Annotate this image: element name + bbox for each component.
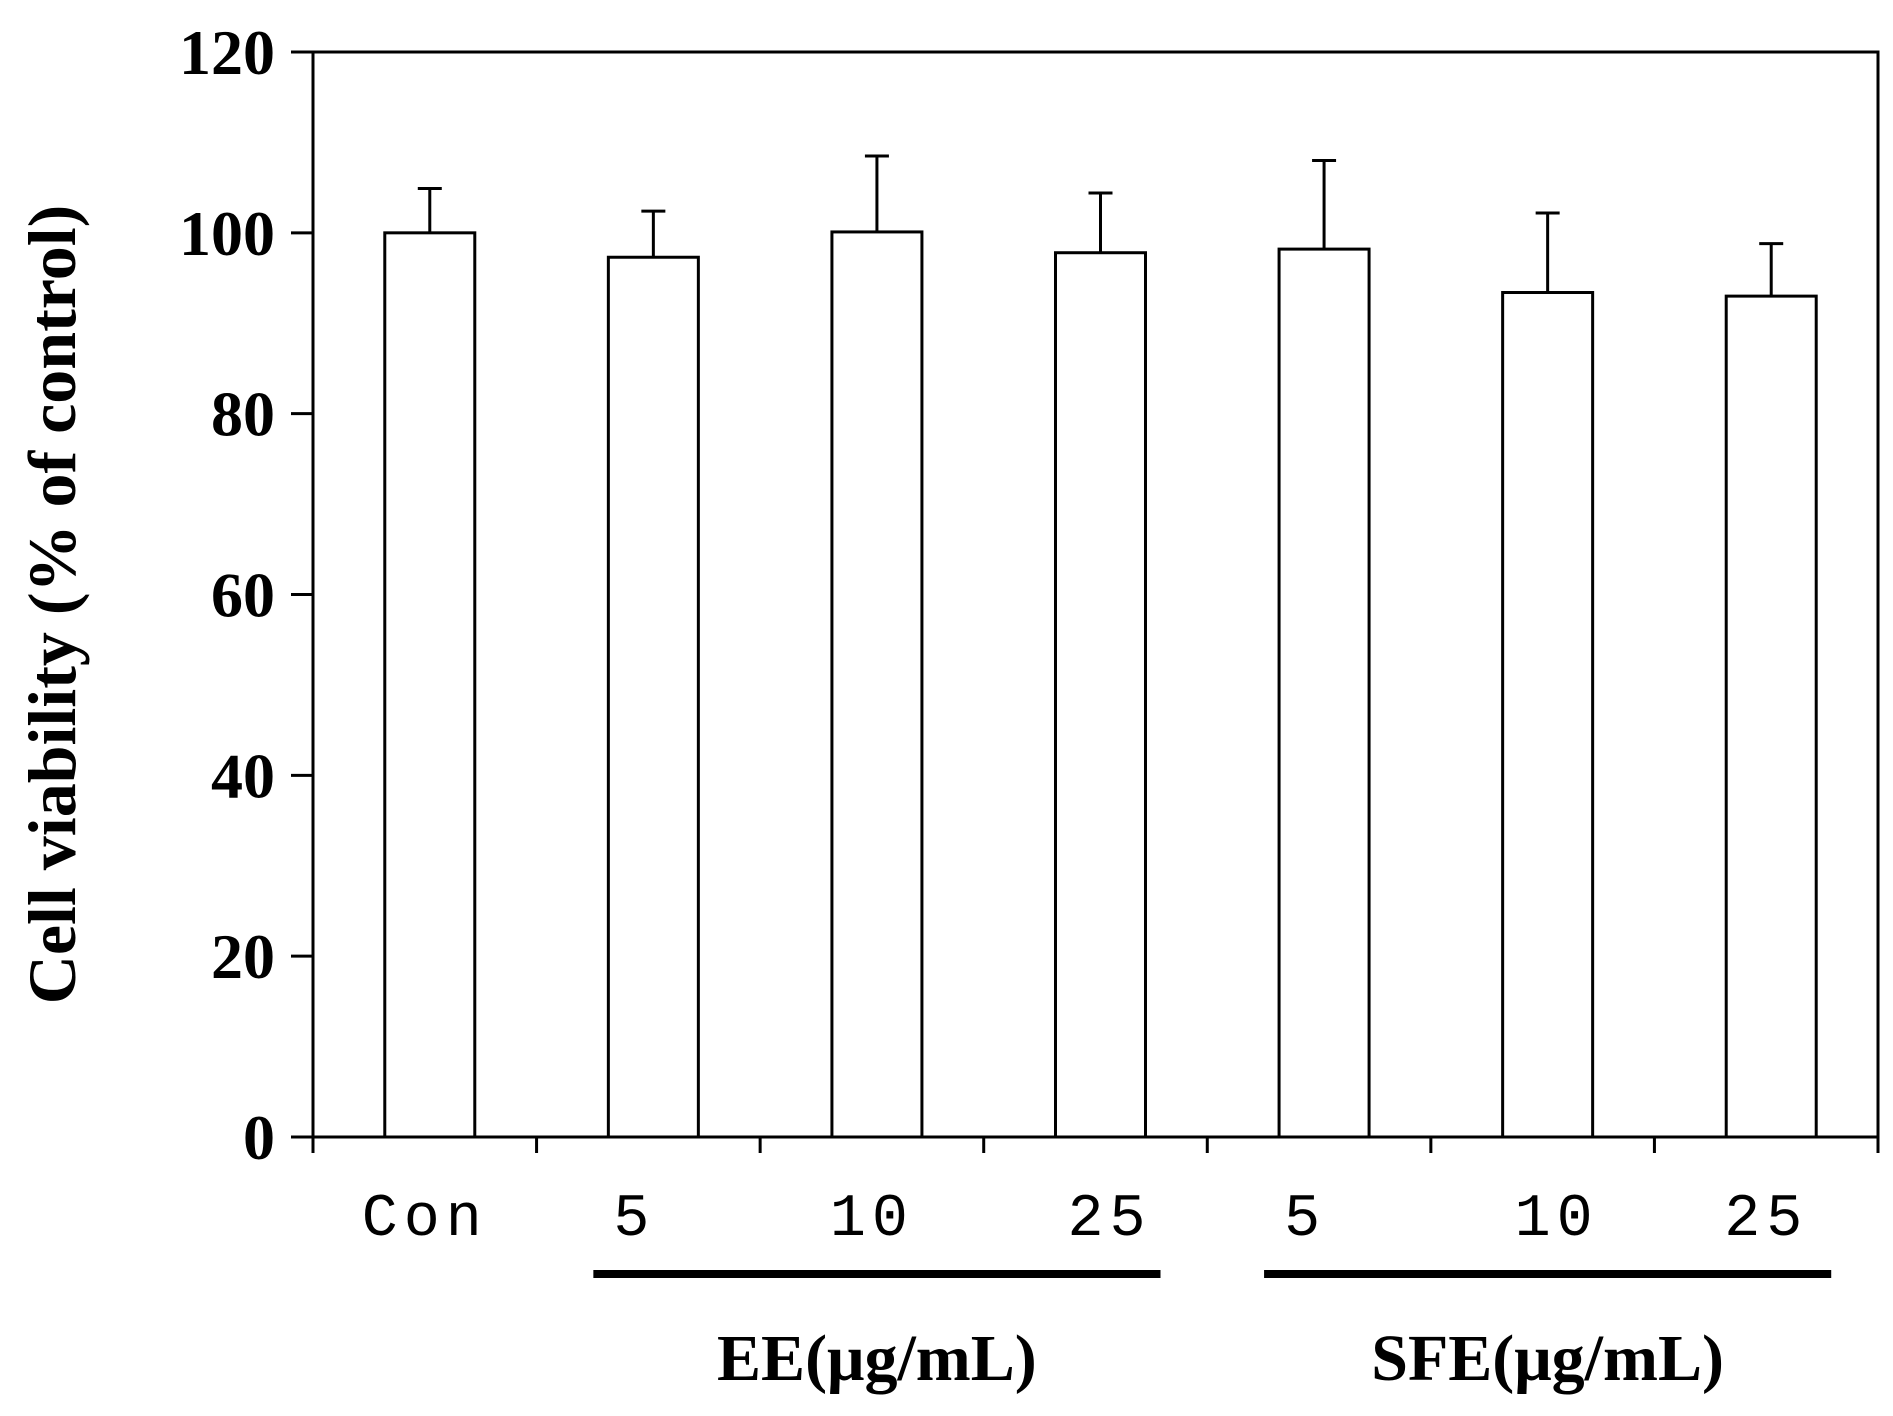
bar [830, 230, 924, 1139]
x-axis: Con 5 10 25 5 10 25 [311, 1137, 1880, 1254]
bar [1277, 247, 1371, 1139]
bar [1501, 291, 1595, 1139]
y-tick-label: 60 [211, 560, 275, 631]
y-tick-label: 80 [211, 379, 275, 450]
bars [383, 154, 1818, 1139]
x-tick-label: Con [362, 1186, 488, 1254]
x-tick-label: 5 [1284, 1186, 1326, 1254]
bar [383, 231, 477, 1139]
y-axis-label: Cell viability (% of control) [14, 205, 90, 1005]
y-tick-label: 40 [211, 740, 275, 811]
x-tick-label: 10 [1515, 1186, 1599, 1254]
bar [1054, 251, 1147, 1139]
bar [606, 255, 700, 1139]
y-axis: 0 20 40 60 80 100 120 [179, 17, 313, 1173]
x-tick-label: 25 [1724, 1186, 1808, 1254]
group-label: EE(μg/mL) [717, 1322, 1037, 1395]
y-tick-label: 0 [243, 1102, 275, 1173]
x-tick-label: 5 [613, 1186, 655, 1254]
x-tick-label: 25 [1067, 1186, 1151, 1254]
y-tick-label: 20 [211, 921, 275, 992]
y-tick-label: 120 [179, 17, 275, 88]
x-tick-label: 10 [830, 1186, 914, 1254]
group-labels: EE(μg/mL) SFE(μg/mL) [593, 1270, 1832, 1395]
group-label: SFE(μg/mL) [1371, 1322, 1724, 1395]
bar [1724, 294, 1818, 1139]
y-tick-label: 100 [179, 198, 275, 269]
